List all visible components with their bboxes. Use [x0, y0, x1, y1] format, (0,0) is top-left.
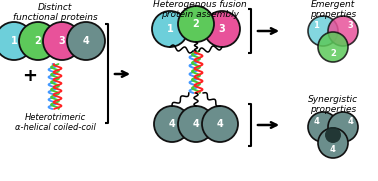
Text: 3: 3 [59, 36, 65, 46]
Circle shape [308, 112, 338, 142]
Text: 4: 4 [193, 119, 199, 129]
Text: Distinct
functional proteins: Distinct functional proteins [12, 3, 98, 22]
Circle shape [204, 11, 240, 47]
Circle shape [19, 22, 57, 60]
Text: 4: 4 [169, 119, 175, 129]
Circle shape [318, 32, 348, 62]
Text: 4: 4 [330, 146, 336, 155]
Text: 1: 1 [167, 24, 174, 34]
Text: 4: 4 [313, 117, 319, 127]
Text: Synergistic
properties: Synergistic properties [308, 95, 358, 114]
Circle shape [0, 22, 33, 60]
Text: 2: 2 [35, 36, 41, 46]
Text: 2: 2 [193, 19, 199, 29]
Text: 2: 2 [330, 49, 336, 58]
Text: 3: 3 [218, 24, 225, 34]
Circle shape [43, 22, 81, 60]
Circle shape [318, 128, 348, 158]
Text: 1: 1 [11, 36, 17, 46]
Circle shape [325, 127, 341, 143]
Text: +: + [23, 67, 37, 85]
Text: Heterotrimeric
α-helical coiled-coil: Heterotrimeric α-helical coiled-coil [15, 113, 95, 132]
Text: Emergent
properties: Emergent properties [310, 0, 356, 19]
Circle shape [154, 106, 190, 142]
Text: 4: 4 [217, 119, 223, 129]
Text: Heterogenous fusion
protein assembly: Heterogenous fusion protein assembly [153, 0, 247, 19]
Text: 4: 4 [83, 36, 89, 46]
Circle shape [202, 106, 238, 142]
Text: 1: 1 [313, 22, 319, 31]
Circle shape [152, 11, 188, 47]
Circle shape [67, 22, 105, 60]
Circle shape [178, 6, 214, 42]
Circle shape [328, 112, 358, 142]
Text: 3: 3 [347, 22, 353, 31]
Text: 4: 4 [347, 117, 353, 127]
Circle shape [328, 16, 358, 46]
Circle shape [178, 106, 214, 142]
Circle shape [308, 16, 338, 46]
